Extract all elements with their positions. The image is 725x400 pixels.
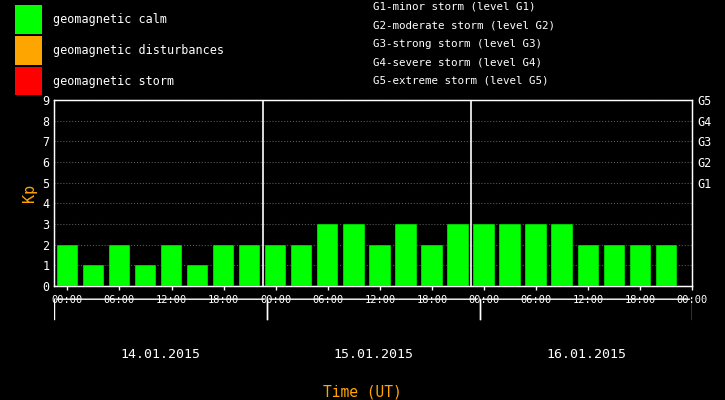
Bar bbox=[421, 245, 443, 286]
Y-axis label: Kp: Kp bbox=[22, 184, 37, 202]
Bar bbox=[447, 224, 468, 286]
Bar bbox=[500, 224, 521, 286]
Bar bbox=[578, 245, 599, 286]
Text: geomagnetic calm: geomagnetic calm bbox=[53, 13, 167, 26]
Bar bbox=[187, 265, 208, 286]
Text: 14.01.2015: 14.01.2015 bbox=[120, 348, 201, 361]
Text: geomagnetic storm: geomagnetic storm bbox=[53, 74, 174, 88]
Text: G5-extreme storm (level G5): G5-extreme storm (level G5) bbox=[373, 76, 549, 86]
Text: G2-moderate storm (level G2): G2-moderate storm (level G2) bbox=[373, 20, 555, 30]
Bar bbox=[604, 245, 625, 286]
Bar bbox=[526, 224, 547, 286]
Bar bbox=[83, 265, 104, 286]
Bar bbox=[265, 245, 286, 286]
Bar bbox=[343, 224, 365, 286]
Bar bbox=[291, 245, 312, 286]
Text: G3-strong storm (level G3): G3-strong storm (level G3) bbox=[373, 39, 542, 49]
Bar bbox=[109, 245, 130, 286]
Bar bbox=[161, 245, 182, 286]
Bar bbox=[14, 5, 42, 34]
Text: 16.01.2015: 16.01.2015 bbox=[546, 348, 626, 361]
Bar bbox=[135, 265, 156, 286]
Bar bbox=[14, 36, 42, 65]
Bar bbox=[239, 245, 260, 286]
Bar bbox=[369, 245, 391, 286]
Bar bbox=[213, 245, 234, 286]
Bar bbox=[655, 245, 677, 286]
Bar bbox=[14, 66, 42, 95]
Text: geomagnetic disturbances: geomagnetic disturbances bbox=[53, 44, 224, 57]
Text: 15.01.2015: 15.01.2015 bbox=[334, 348, 413, 361]
Bar bbox=[395, 224, 417, 286]
Bar bbox=[629, 245, 651, 286]
Text: G1-minor storm (level G1): G1-minor storm (level G1) bbox=[373, 2, 536, 12]
Text: G4-severe storm (level G4): G4-severe storm (level G4) bbox=[373, 57, 542, 67]
Bar bbox=[552, 224, 573, 286]
Bar bbox=[317, 224, 339, 286]
Bar bbox=[57, 245, 78, 286]
Bar bbox=[473, 224, 494, 286]
Text: Time (UT): Time (UT) bbox=[323, 385, 402, 400]
